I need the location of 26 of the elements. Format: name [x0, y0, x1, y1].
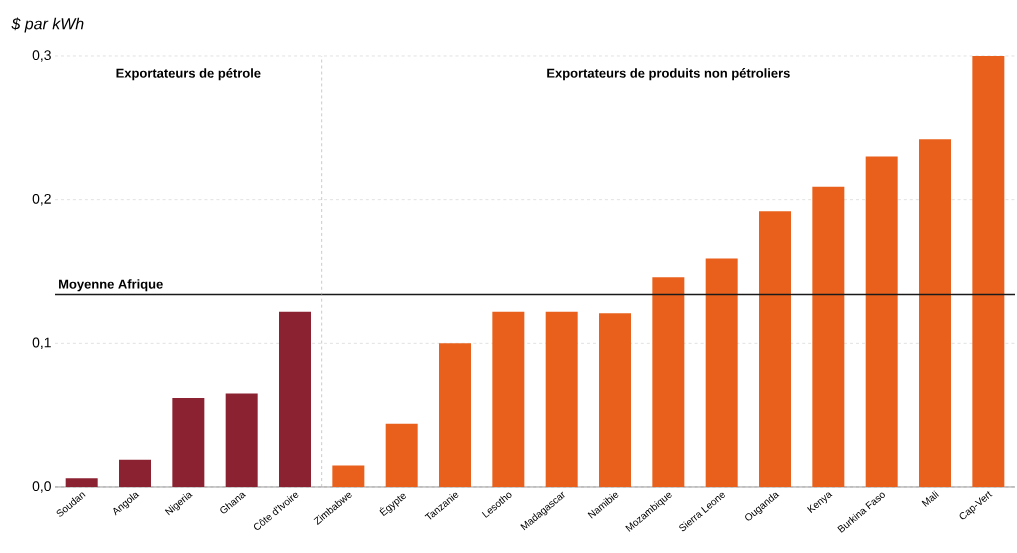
y-tick-label: 0,2	[32, 193, 51, 206]
bar	[705, 258, 738, 487]
bar	[812, 186, 845, 487]
y-tick-label: 0,1	[32, 337, 51, 350]
annotation: Exportateurs de pétrole	[116, 68, 261, 81]
ref-line-label: Moyenne Afrique	[59, 279, 163, 292]
bar	[545, 311, 578, 487]
annotation: Exportateurs de produits non pétroliers	[547, 68, 790, 81]
bar	[332, 465, 365, 487]
bar	[65, 478, 98, 487]
y-tick-label: 0,0	[32, 481, 51, 493]
bar	[172, 397, 205, 487]
bar	[599, 313, 632, 487]
bar	[279, 311, 312, 487]
bar	[492, 311, 525, 487]
bar	[225, 393, 258, 487]
bar	[652, 277, 685, 487]
bar	[385, 423, 418, 487]
y-axis-title: $ par kWh	[11, 17, 84, 33]
bar	[759, 211, 792, 487]
bar	[439, 343, 472, 487]
bar	[119, 459, 152, 487]
bar	[865, 156, 898, 487]
bar	[919, 139, 952, 487]
bar	[972, 55, 1005, 487]
y-tick-label: 0,3	[32, 50, 51, 62]
